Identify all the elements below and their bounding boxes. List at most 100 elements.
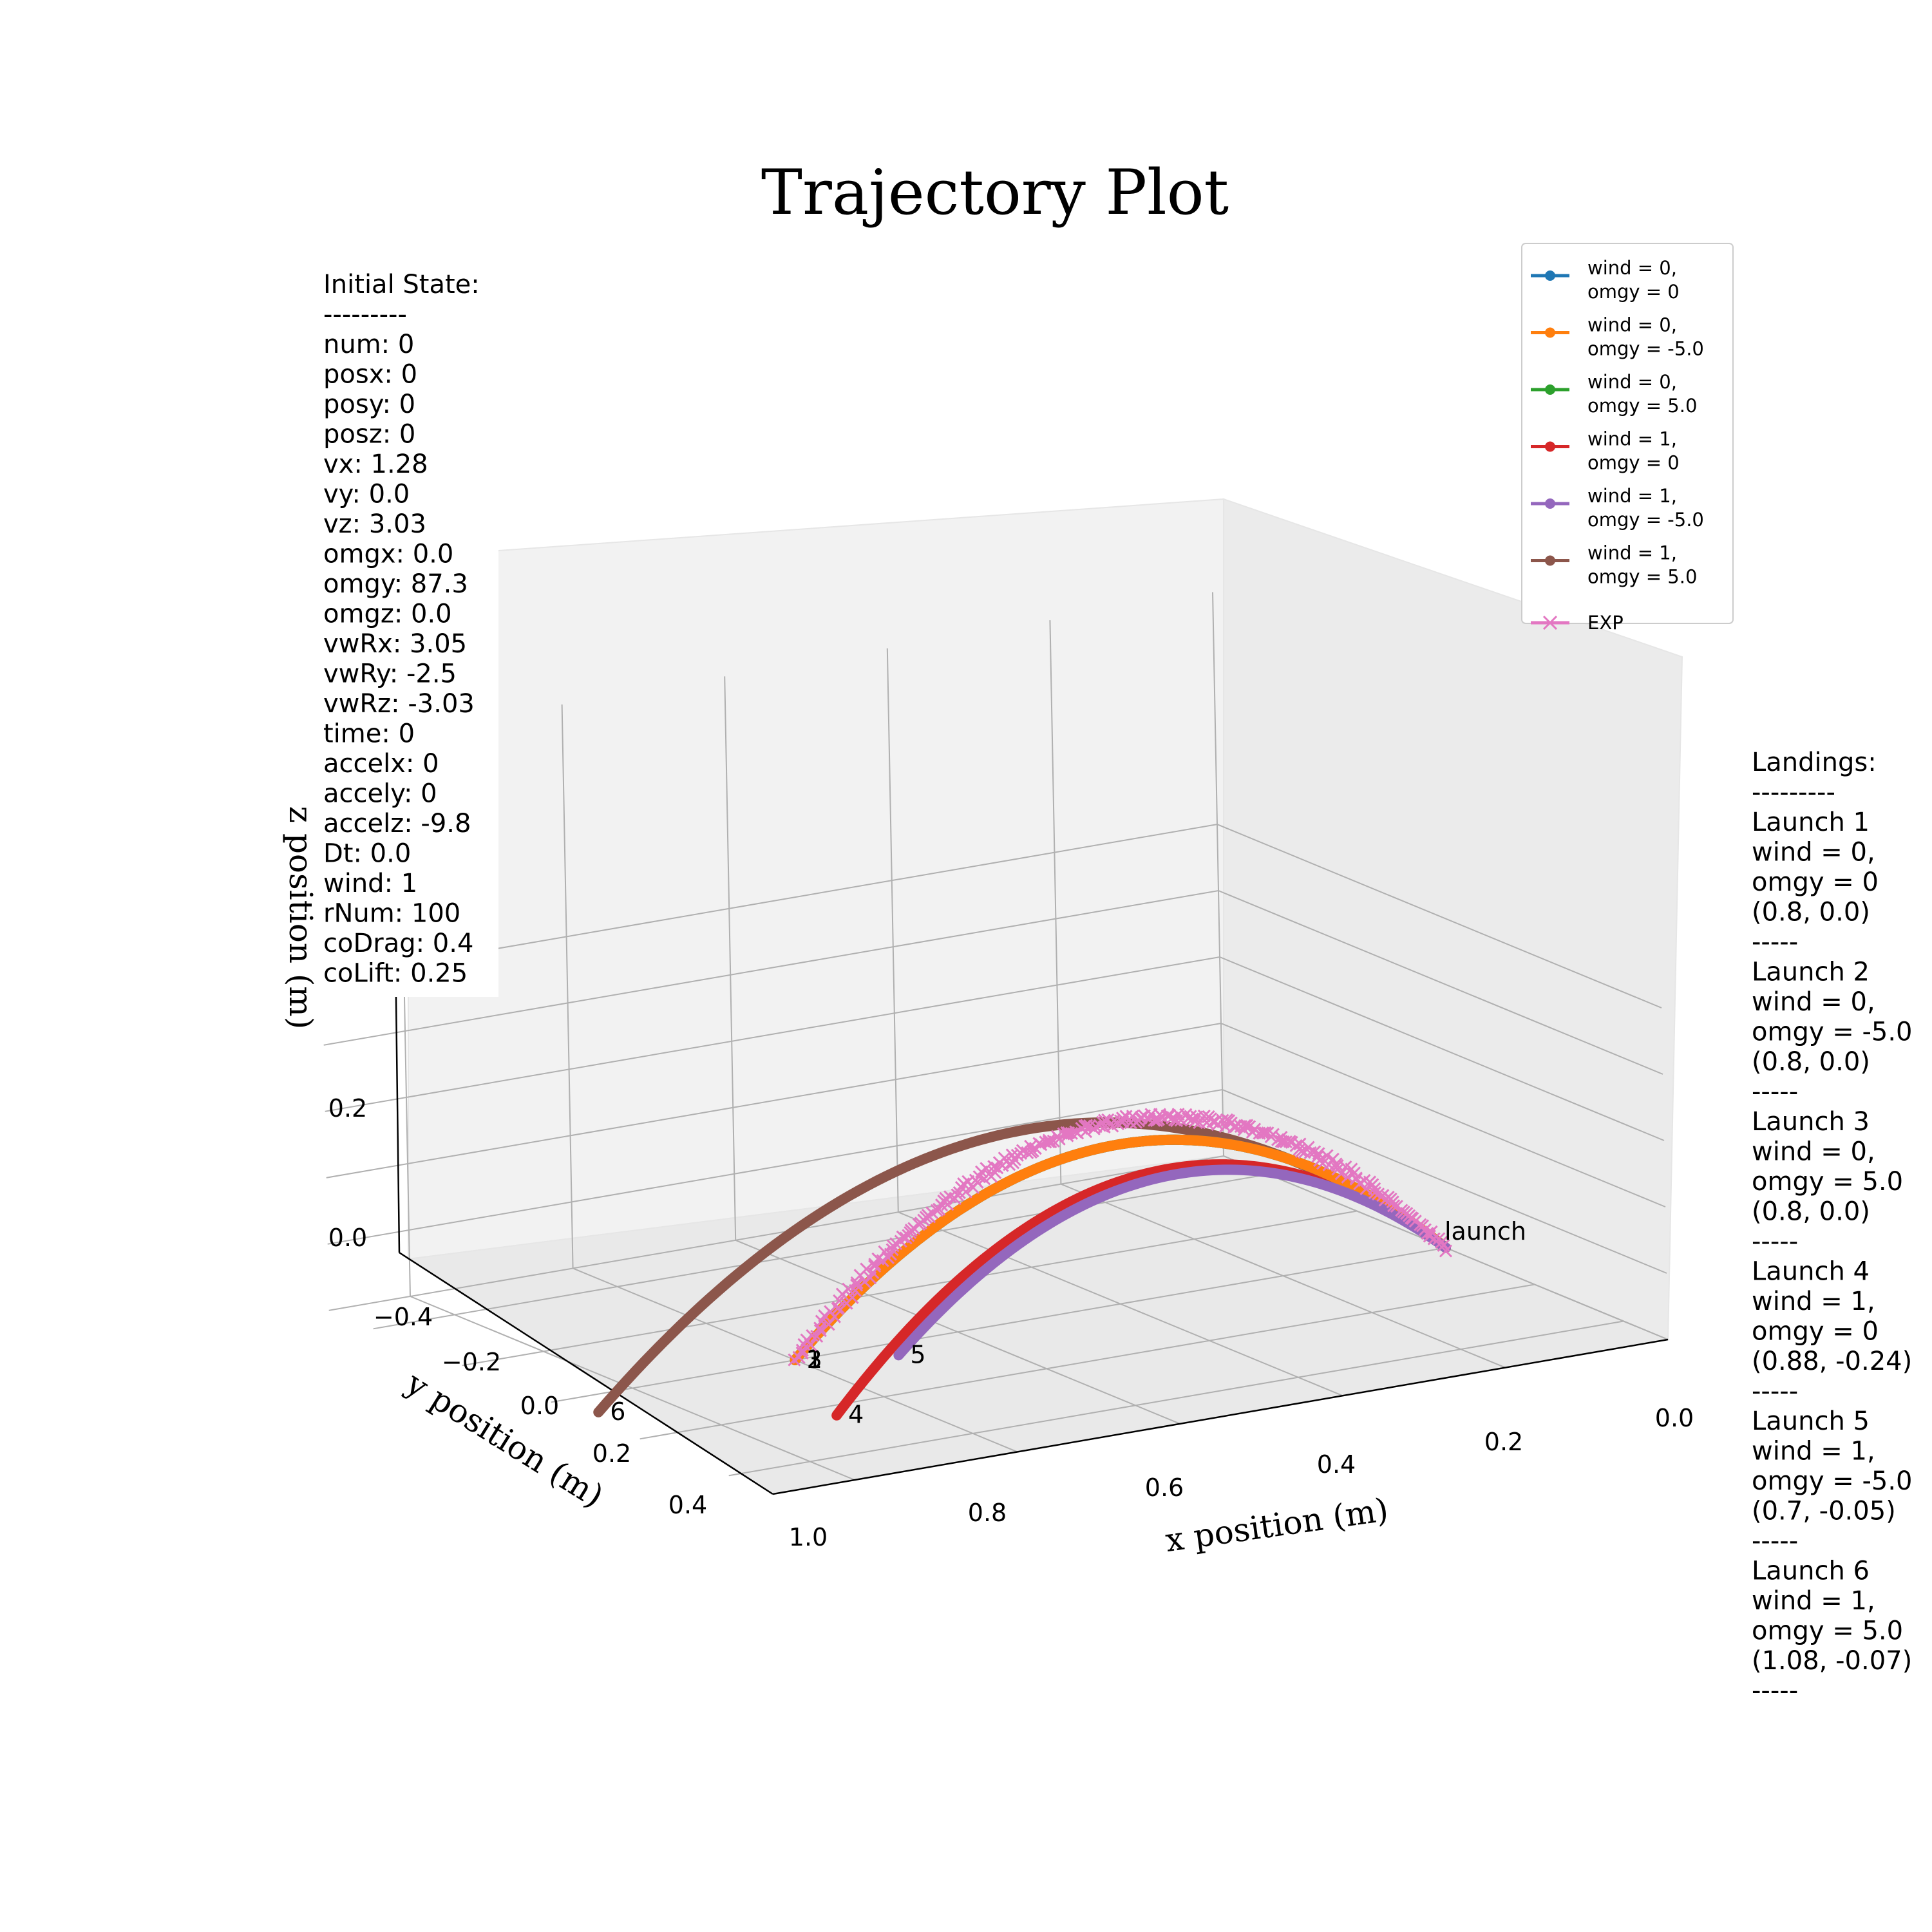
exp-marker bbox=[828, 1310, 841, 1323]
landing-label: 5 bbox=[910, 1340, 925, 1368]
landing-line: omgy = 0 bbox=[1752, 867, 1879, 897]
landing-line: Launch 3 bbox=[1752, 1107, 1870, 1137]
initial-state-line: --------- bbox=[323, 300, 407, 330]
exp-marker bbox=[813, 1324, 827, 1338]
x-tick-label: 0.6 bbox=[1145, 1473, 1184, 1502]
landing-line: ----- bbox=[1752, 1077, 1798, 1107]
exp-marker bbox=[1308, 1145, 1321, 1159]
z-tick-label: 0.2 bbox=[328, 1094, 367, 1122]
legend-marker bbox=[1545, 327, 1555, 338]
initial-state-line: posx: 0 bbox=[323, 360, 417, 390]
exp-marker bbox=[966, 1180, 980, 1195]
legend-entry: wind = 1,omgy = 0 bbox=[1531, 428, 1680, 474]
exp-marker bbox=[1437, 1238, 1450, 1252]
exp-marker bbox=[1359, 1182, 1373, 1196]
exp-marker bbox=[1341, 1170, 1354, 1184]
exp-marker bbox=[1075, 1122, 1088, 1135]
y-grid-line bbox=[639, 1283, 1535, 1440]
initial-state-line: accely: 0 bbox=[323, 779, 437, 809]
landing-line: omgy = -5.0 bbox=[1752, 1466, 1913, 1496]
exp-marker bbox=[1062, 1126, 1075, 1140]
x-tick-label: 0.2 bbox=[1484, 1428, 1523, 1456]
initial-state-line: vy: 0.0 bbox=[323, 480, 410, 509]
legend-label: wind = 1, bbox=[1587, 542, 1677, 564]
exp-marker bbox=[795, 1343, 809, 1357]
initial-state-line: wind: 1 bbox=[323, 869, 417, 898]
landing-line: omgy = 5.0 bbox=[1752, 1167, 1903, 1197]
y-tick-label: −0.2 bbox=[442, 1348, 501, 1376]
y-grid-line bbox=[462, 1210, 1358, 1367]
y-grid-line bbox=[728, 1320, 1624, 1477]
exp-marker bbox=[984, 1170, 998, 1183]
x-axis-label: x position (m) bbox=[1163, 1491, 1390, 1559]
x-tick-label: 0.8 bbox=[968, 1499, 1007, 1527]
exp-marker bbox=[1326, 1152, 1340, 1166]
initial-state-line: accelz: -9.8 bbox=[323, 809, 471, 838]
x-tick-label: 0.4 bbox=[1317, 1450, 1356, 1479]
exp-marker bbox=[1061, 1129, 1074, 1142]
initial-state-line: coLift: 0.25 bbox=[323, 959, 468, 989]
exp-marker bbox=[792, 1350, 806, 1364]
legend-marker bbox=[1545, 498, 1555, 509]
exp-marker bbox=[957, 1177, 971, 1191]
exp-marker bbox=[876, 1254, 889, 1267]
y-tick-label: 0.2 bbox=[592, 1439, 631, 1468]
initial-state-line: rNum: 100 bbox=[323, 899, 460, 929]
z-tick-label: 0.0 bbox=[328, 1224, 367, 1252]
legend-label: omgy = -5.0 bbox=[1587, 509, 1704, 531]
y-grid-line bbox=[373, 1173, 1269, 1330]
exp-marker bbox=[1006, 1156, 1020, 1170]
legend-marker bbox=[1545, 384, 1555, 395]
exp-marker bbox=[1414, 1218, 1427, 1231]
exp-marker bbox=[1024, 1139, 1037, 1153]
initial-state-line: omgy: 87.3 bbox=[323, 569, 468, 599]
exp-marker bbox=[822, 1318, 835, 1331]
landing-line: Launch 1 bbox=[1752, 808, 1870, 837]
axes-3d bbox=[322, 498, 1683, 1495]
landing-line: Launch 5 bbox=[1752, 1406, 1870, 1436]
exp-marker bbox=[1087, 1122, 1101, 1135]
legend-label: omgy = 0 bbox=[1587, 281, 1680, 303]
z-grid-line bbox=[326, 1022, 1666, 1208]
landing-line: Landings: bbox=[1752, 748, 1877, 777]
z-grid-line bbox=[325, 956, 1665, 1141]
initial-state-line: Dt: 0.0 bbox=[323, 839, 411, 869]
landing-line: (0.8, 0.0) bbox=[1752, 898, 1870, 927]
y-axis-label: y position (m) bbox=[399, 1364, 610, 1515]
landing-label: 6 bbox=[610, 1397, 625, 1426]
exp-marker bbox=[1220, 1113, 1233, 1126]
exp-marker bbox=[1271, 1133, 1285, 1146]
landing-label: 4 bbox=[848, 1401, 864, 1429]
launch-annotation: launch bbox=[1444, 1217, 1526, 1245]
exp-marker bbox=[1093, 1119, 1106, 1132]
landing-line: (0.8, 0.0) bbox=[1752, 1047, 1870, 1077]
legend-label: omgy = -5.0 bbox=[1587, 338, 1704, 360]
landing-line: wind = 0, bbox=[1752, 987, 1875, 1017]
exp-marker bbox=[831, 1302, 844, 1316]
exp-marker bbox=[1256, 1126, 1270, 1140]
initial-state-line: posz: 0 bbox=[323, 420, 415, 450]
z-grid-line bbox=[328, 1155, 1669, 1340]
initial-state-line: posy: 0 bbox=[323, 390, 415, 419]
legend-label: omgy = 0 bbox=[1587, 452, 1680, 474]
initial-state-line: vwRx: 3.05 bbox=[323, 629, 467, 659]
landing-line: wind = 1, bbox=[1752, 1437, 1875, 1466]
chart-title: Trajectory Plot bbox=[761, 156, 1229, 229]
z-grid-line bbox=[327, 1088, 1667, 1274]
initial-state-line: vwRy: -2.5 bbox=[323, 659, 457, 689]
legend-label: wind = 0, bbox=[1587, 314, 1677, 336]
y-tick-label: −0.4 bbox=[374, 1303, 433, 1331]
y-tick-labels: −0.4 −0.2 0.0 0.2 0.4 bbox=[374, 1303, 707, 1519]
landing-line: Launch 4 bbox=[1752, 1257, 1870, 1287]
legend-marker bbox=[1545, 270, 1555, 281]
initial-state-box bbox=[317, 263, 498, 997]
landing-line: wind = 0, bbox=[1752, 838, 1875, 867]
initial-state-line: vz: 3.03 bbox=[323, 509, 426, 539]
exp-marker bbox=[835, 1287, 849, 1301]
landing-line: (1.08, -0.07) bbox=[1752, 1646, 1912, 1676]
legend-entry: wind = 1,omgy = -5.0 bbox=[1531, 485, 1704, 531]
z-grid-line bbox=[322, 823, 1662, 1009]
